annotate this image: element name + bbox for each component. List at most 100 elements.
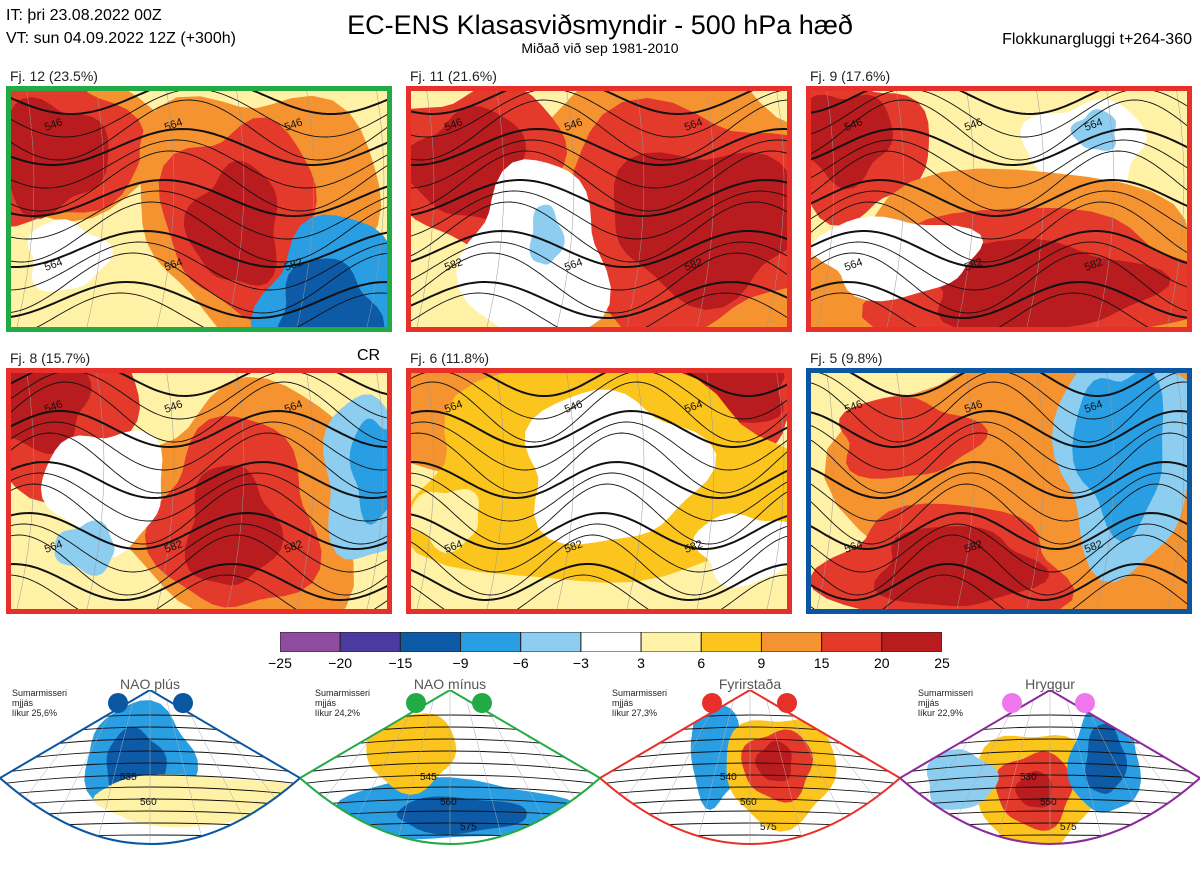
- regime-note: Sumarmisseri mjjás líkur 27,3%: [612, 688, 668, 718]
- height-contour: [806, 280, 1191, 320]
- regime-contour-label: 535: [120, 772, 137, 783]
- regime-name: NAO plús: [120, 676, 180, 692]
- colorbar-tick-label: 20: [874, 655, 890, 671]
- contour-label: 582: [283, 538, 304, 556]
- graticule-line: [85, 86, 105, 332]
- height-contour: [806, 201, 1191, 263]
- height-contour: [6, 472, 391, 522]
- anomaly-area: [1072, 370, 1164, 542]
- contour-label: 546: [43, 116, 64, 134]
- regime-dot: [1002, 693, 1022, 713]
- height-contour: [806, 523, 1191, 573]
- graticule-line: [415, 368, 435, 614]
- contour-label: 564: [443, 398, 464, 416]
- height-contour: [806, 432, 1191, 494]
- graticule-line: [225, 368, 245, 614]
- height-contour: [806, 483, 1191, 545]
- graticule-line: [955, 368, 975, 614]
- height-contour: [6, 241, 391, 291]
- regime-dot: [1075, 693, 1095, 713]
- height-contour: [406, 241, 791, 291]
- height-contour: [406, 460, 791, 500]
- colorbar-tick-label: −25: [268, 655, 292, 671]
- contour-label: 564: [683, 398, 704, 416]
- anomaly-area: [185, 465, 284, 586]
- colorbar-swatch: [821, 632, 883, 652]
- regime-name: Fyrirstaða: [718, 676, 782, 692]
- regime-contour-label: 545: [420, 772, 437, 783]
- height-contour: [406, 563, 791, 602]
- height-contour: [406, 368, 791, 397]
- height-contour: [406, 99, 791, 161]
- height-contour: [806, 460, 1191, 500]
- panel-label: Fj. 5 (9.8%): [810, 350, 883, 366]
- colorbar-tick-label: −3: [572, 655, 589, 671]
- panel-border: [806, 86, 1192, 332]
- graticule-line: [1025, 368, 1045, 614]
- regime-border: [0, 690, 300, 845]
- contour-label: 582: [283, 256, 304, 274]
- panel-label: Fj. 11 (21.6%): [410, 68, 497, 84]
- height-contour: [6, 127, 391, 166]
- cluster-map: 546 564 546 564 564 582: [6, 86, 392, 332]
- contour-label: 546: [843, 116, 864, 134]
- regime-note: Sumarmisseri mjjás líkur 22,9%: [918, 688, 974, 718]
- regime-note: Sumarmisseri mjjás líkur 25,6%: [12, 688, 68, 718]
- height-contour: [6, 483, 391, 545]
- height-contour: [806, 241, 1191, 291]
- regime-note: Sumarmisseri mjjás líkur 24,2%: [315, 688, 371, 718]
- graticule-line: [555, 368, 575, 614]
- graticule-line: [625, 86, 645, 332]
- graticule-line: [695, 368, 715, 614]
- height-contour: [26, 292, 391, 332]
- contour-label: 546: [963, 398, 984, 416]
- colorbar: [280, 632, 942, 652]
- cluster-panel-8: 546 546 564 564 582 582: [6, 368, 392, 614]
- contour-label: 582: [1083, 256, 1104, 274]
- anomaly-area: [613, 152, 792, 310]
- contour-label: 582: [563, 538, 584, 556]
- height-contour: [806, 574, 1191, 614]
- colorbar-tick-label: 25: [934, 655, 950, 671]
- contour-label: 582: [683, 538, 704, 556]
- colorbar-tick-label: −15: [388, 655, 413, 671]
- regime-border: [300, 690, 600, 845]
- height-contour: [6, 201, 391, 263]
- height-contour: [6, 409, 391, 449]
- cluster-map: 564 546 564 564 582 582: [406, 368, 792, 614]
- contour-label: 564: [1083, 398, 1104, 416]
- regime-nao-minus: 545 560 575: [300, 690, 600, 870]
- height-contour: [806, 230, 1191, 268]
- contour-label: 582: [443, 256, 464, 274]
- height-contour: [406, 139, 791, 189]
- height-contour: [839, 368, 1166, 398]
- height-contour: [806, 409, 1191, 449]
- graticule-line: [295, 368, 315, 614]
- regime-map: 545 560 575: [300, 690, 600, 845]
- regime-anomaly: [396, 796, 527, 835]
- height-contour: [406, 127, 791, 167]
- contour-label: 564: [43, 538, 64, 556]
- regime-contour-label: 530: [1020, 772, 1037, 783]
- panel-label: Fj. 9 (17.6%): [810, 68, 891, 84]
- height-contour: [806, 127, 1191, 167]
- height-contour: [806, 252, 1191, 314]
- panel-border: [406, 86, 792, 332]
- height-contour: [6, 460, 391, 500]
- height-contour: [6, 421, 391, 471]
- graticule-line: [15, 368, 35, 614]
- graticule-line: [1165, 368, 1185, 614]
- height-contour: [406, 252, 791, 314]
- height-contour: [806, 150, 1191, 212]
- cluster-panel-6: 564 546 564 564 582 582: [406, 368, 792, 614]
- contour-label: 564: [283, 398, 304, 416]
- graticule-line: [815, 368, 835, 614]
- height-contour: [6, 179, 391, 218]
- colorbar-swatch: [580, 632, 642, 652]
- regime-dot: [472, 693, 492, 713]
- height-contour: [6, 190, 391, 240]
- graticule-line: [365, 368, 385, 614]
- panel-label: Fj. 8 (15.7%): [10, 350, 91, 366]
- height-contour: [6, 280, 391, 319]
- height-contour: [806, 139, 1191, 189]
